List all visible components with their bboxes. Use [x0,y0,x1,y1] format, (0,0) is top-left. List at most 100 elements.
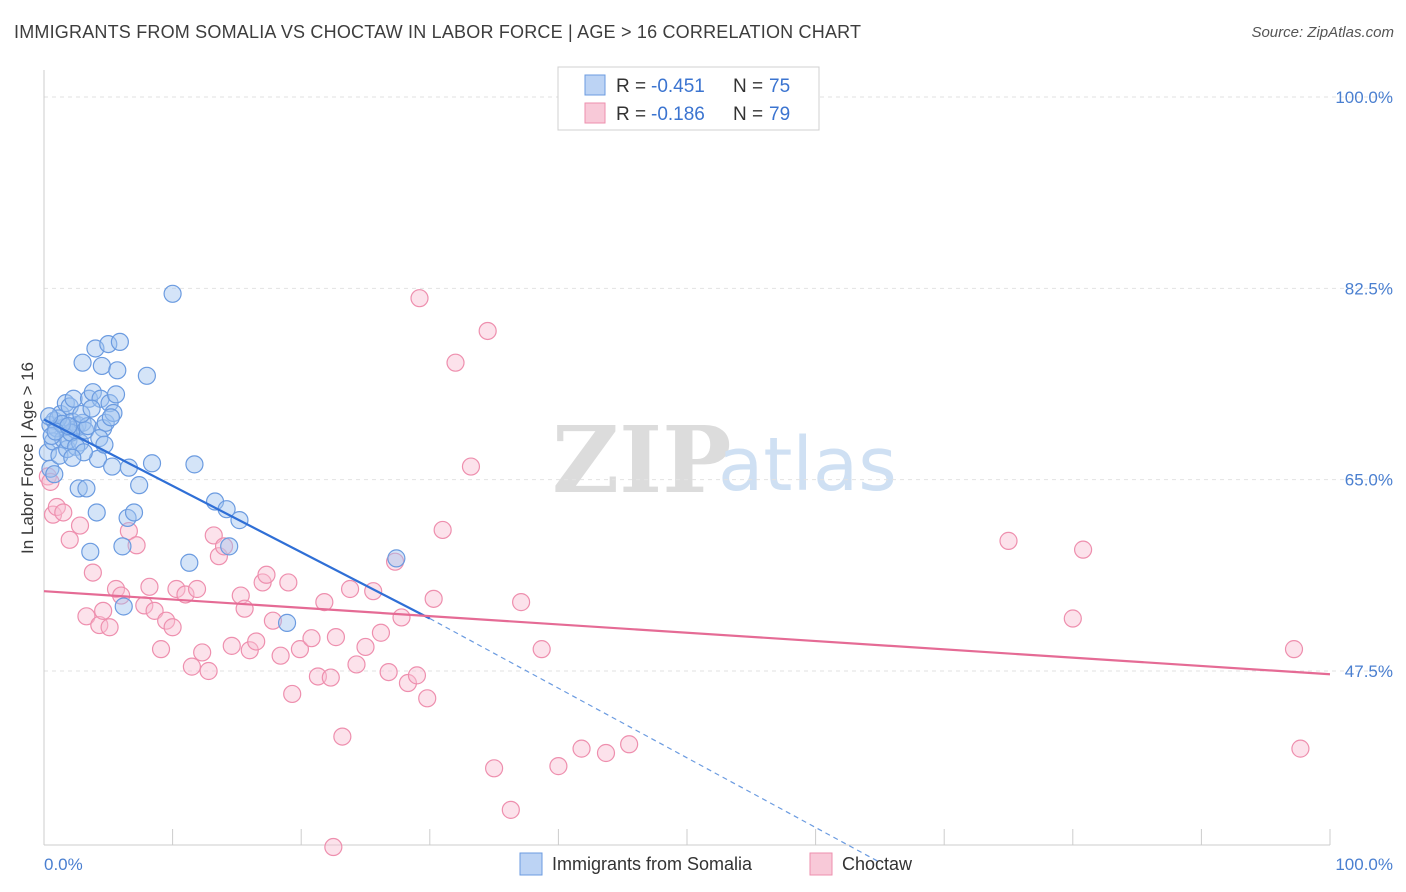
somalia-point-48 [142,454,162,473]
choctaw-point-40 [279,573,298,592]
legend-n-label-1: N = [733,76,763,97]
choctaw-points [38,289,1310,857]
legend-swatch-somalia [584,74,606,96]
somalia-point-37 [103,457,122,476]
choctaw-point-67 [512,593,531,612]
choctaw-point-22 [167,579,186,599]
somalia-point-43 [114,597,133,616]
somalia-trendline-extension [429,617,881,863]
choctaw-point-7 [77,607,96,626]
choctaw-point-38 [263,611,283,630]
choctaw-point-42 [290,640,310,659]
somalia-point-18 [69,479,88,498]
choctaw-point-8 [83,563,102,582]
choctaw-point-50 [347,655,366,674]
somalia-point-62 [82,399,101,418]
somalia-point-56 [277,613,297,632]
legend-r-label-1: R = [616,76,646,97]
choctaw-point-74 [410,289,429,308]
legend-n-value-1: 75 [769,76,790,97]
x-axis-ticks [172,829,1331,845]
bottom-legend-label-choctaw: Choctaw [842,854,913,874]
choctaw-trendline [43,590,1331,676]
choctaw-point-37 [257,565,276,584]
choctaw-point-76 [1063,609,1082,628]
choctaw-point-23 [176,585,195,604]
choctaw-point-79 [1291,739,1310,758]
legend-swatch-choctaw [584,102,606,124]
trendlines [43,418,1331,863]
choctaw-point-27 [199,661,218,681]
somalia-points [38,284,406,632]
choctaw-point-77 [1073,540,1093,559]
choctaw-point-66 [501,800,520,819]
choctaw-point-64 [478,321,497,341]
choctaw-point-11 [100,618,119,637]
y-tick-label-0: 100.0% [1335,88,1393,107]
somalia-point-26 [81,542,100,561]
choctaw-point-48 [333,727,352,746]
somalia-point-23 [77,479,96,498]
somalia-point-42 [113,537,132,556]
choctaw-point-31 [222,636,241,655]
choctaw-point-21 [163,618,182,637]
somalia-point-47 [137,366,156,385]
source-label: Source: ZipAtlas.com [1251,24,1394,41]
somalia-point-64 [101,408,120,427]
choctaw-point-70 [572,739,591,758]
choctaw-point-17 [140,577,159,596]
legend-n-value-2: 79 [769,104,790,125]
somalia-point-50 [180,553,199,572]
somalia-point-39 [106,385,126,404]
choctaw-point-47 [326,628,346,647]
somalia-point-15 [64,389,83,408]
legend-n-label-2: N = [733,104,763,125]
y-tick-label-1: 82.5% [1345,279,1393,298]
chart-title: IMMIGRANTS FROM SOMALIA VS CHOCTAW IN LA… [14,22,862,42]
somalia-point-32 [92,356,111,376]
choctaw-point-58 [407,666,427,685]
choctaw-point-45 [315,593,334,612]
somalia-point-20 [73,353,92,372]
somalia-point-54 [220,537,239,556]
somalia-point-46 [130,476,149,495]
choctaw-point-65 [485,759,504,778]
choctaw-point-14 [119,521,138,541]
x-tick-label-max: 100.0% [1335,855,1393,874]
choctaw-point-73 [324,837,343,857]
choctaw-point-39 [271,646,290,665]
legend-r-value-2: -0.186 [651,104,705,125]
somalia-point-61 [72,404,91,424]
choctaw-point-63 [461,457,481,476]
choctaw-point-49 [340,579,360,599]
legend-r-label-2: R = [616,104,646,125]
choctaw-point-72 [620,735,639,754]
choctaw-point-60 [424,589,443,608]
choctaw-point-71 [596,743,616,763]
choctaw-point-25 [187,579,207,599]
choctaw-point-68 [532,640,551,659]
choctaw-point-54 [379,662,398,682]
choctaw-point-46 [321,668,340,687]
choctaw-point-19 [151,640,171,659]
choctaw-point-24 [182,657,201,676]
somalia-trendline [43,418,431,620]
legend-r-value-1: -0.451 [651,76,705,97]
y-tick-labels: 100.0% 82.5% 65.0% 47.5% [1335,88,1393,681]
somalia-point-71 [63,448,82,467]
choctaw-point-10 [94,601,113,620]
top-legend: R = -0.451 N = 75 R = -0.186 N = 79 [557,66,820,131]
choctaw-point-56 [392,608,411,627]
choctaw-point-15 [127,536,146,555]
choctaw-point-26 [193,643,212,662]
somalia-point-73 [119,458,138,477]
somalia-point-40 [108,361,127,380]
y-tick-label-3: 47.5% [1345,662,1393,681]
watermark-zip: ZIP [552,406,731,514]
somalia-point-41 [110,332,129,352]
choctaw-point-35 [247,632,266,651]
choctaw-point-53 [371,623,391,642]
gridlines [44,96,1393,672]
choctaw-point-51 [356,637,375,657]
